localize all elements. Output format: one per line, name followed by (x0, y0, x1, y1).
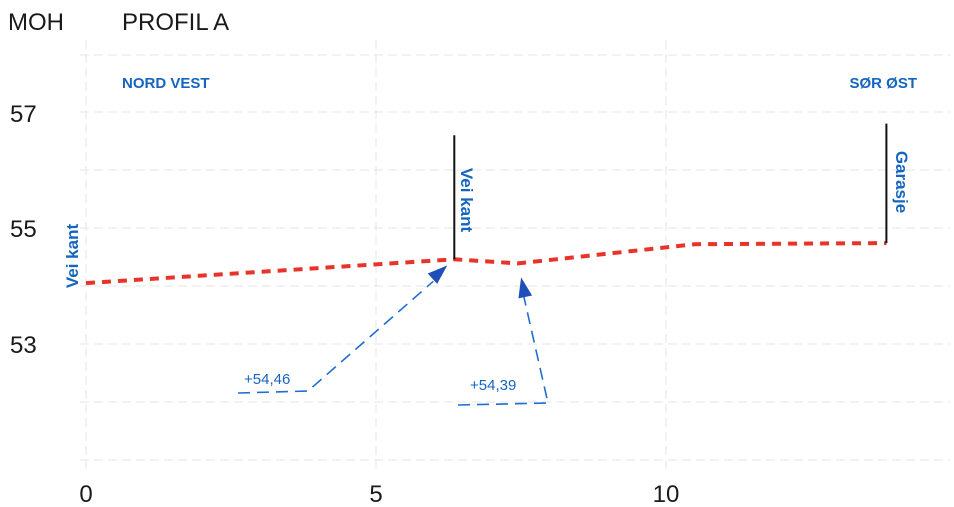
gridlines (80, 40, 950, 470)
terrain-profile-line (85, 241, 887, 286)
garage-label: Garasje (892, 151, 911, 213)
elevation-callout-label-2: +54,39 (470, 377, 516, 394)
road-edge-label-mid: Vei kant (457, 168, 476, 233)
right-direction-label: SØR ØST (849, 75, 917, 92)
elevation-callout-leader-2 (457, 293, 549, 406)
x-tick-label-5: 5 (369, 481, 382, 507)
x-tick-label-0: 0 (79, 481, 92, 507)
y-tick-label-53: 53 (10, 332, 37, 359)
left-direction-label: NORD VEST (122, 75, 210, 92)
y-tick-label-57: 57 (10, 101, 37, 128)
x-tick-label-10: 10 (653, 481, 680, 507)
profile-title: PROFIL A (122, 9, 229, 36)
elevation-callout-arrow-2 (518, 277, 533, 299)
elevation-callout-label-1: +54,46 (244, 371, 290, 388)
elevation-callout-arrow-1 (427, 265, 448, 284)
y-tick-label-55: 55 (10, 216, 37, 243)
elevation-callout-leader-1 (237, 280, 434, 394)
unit-label: MOH (8, 9, 64, 36)
road-edge-label-start: Vei kant (63, 224, 82, 289)
